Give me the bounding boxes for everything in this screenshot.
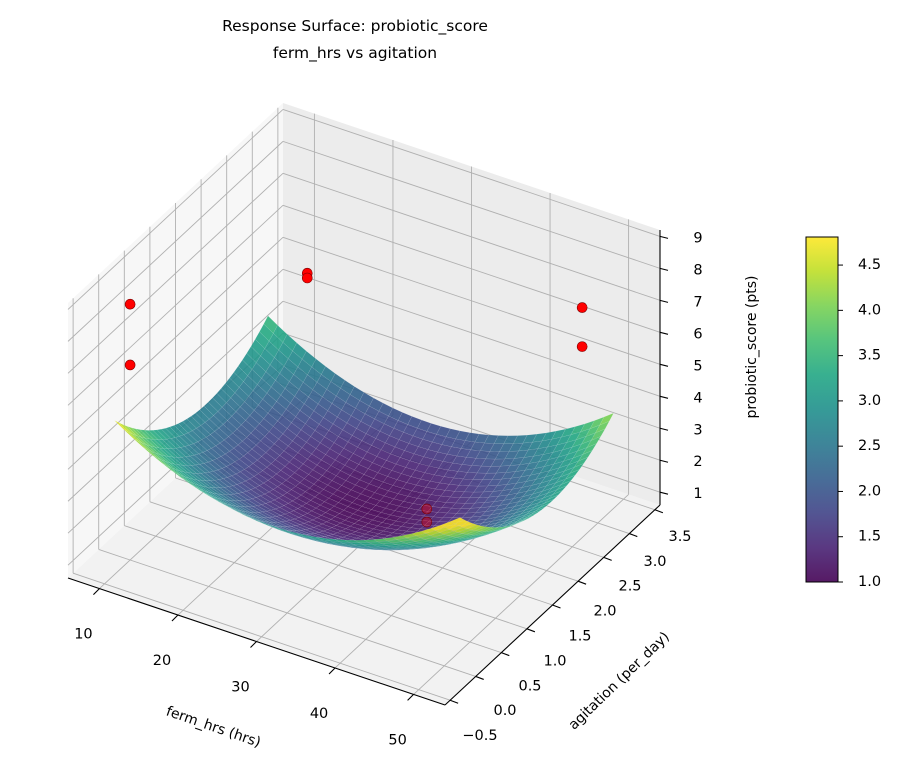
colorbar-gradient [806,237,838,582]
z-tick [660,364,668,366]
y-tick-label: −0.5 [462,728,497,744]
data-point [302,273,312,283]
y-tick [527,629,535,632]
data-point [577,342,587,352]
x-tick [172,615,178,621]
x-tick-label: 20 [153,653,171,669]
y-tick [450,700,458,703]
z-tick-label: 6 [693,326,702,342]
y-tick [604,557,612,560]
x-tick-label: 10 [74,627,92,643]
colorbar-tick-label: 1.5 [858,529,881,545]
z-tick-label: 5 [693,358,702,374]
x-tick [93,589,99,595]
y-tick-label: 3.5 [668,529,691,545]
chart-title: Response Surface: probiotic_score [222,17,488,36]
y-tick-label: 3.0 [643,554,666,570]
y-axis-label: agitation (per_day) [566,629,673,733]
y-tick-label: 2.0 [593,604,616,620]
y-tick-label: 0.5 [518,678,541,694]
colorbar-tick-label: 3.0 [858,393,881,409]
colorbar-tick-label: 3.5 [858,348,881,364]
z-tick-label: 2 [693,454,702,470]
y-tick-label: 0.0 [493,703,516,719]
data-point [422,517,432,527]
z-axis-label: probiotic_score (pts) [744,276,760,419]
chart-subtitle: ferm_hrs vs agitation [273,44,437,63]
data-point [577,303,587,313]
y-tick [501,653,509,656]
colorbar-tick-label: 2.0 [858,483,881,499]
x-tick-label: 30 [231,680,249,696]
y-tick [476,676,484,679]
data-point [125,360,135,370]
x-tick [251,642,257,648]
z-tick [660,492,668,494]
data-point [125,299,135,309]
colorbar-tick-label: 2.5 [858,438,881,454]
z-tick-label: 7 [693,294,702,310]
y-tick-label: 1.0 [543,653,566,669]
x-tick-label: 40 [310,706,328,722]
colorbar-tick-label: 1.0 [858,574,881,590]
x-tick-label: 50 [388,732,406,748]
z-tick-label: 9 [693,230,702,246]
x-axis-label: ferm_hrs (hrs) [164,704,263,751]
x-tick [408,694,414,700]
z-tick-label: 1 [693,486,702,502]
z-tick [660,268,668,270]
z-tick [660,428,668,430]
z-tick-label: 4 [693,390,702,406]
y-tick-label: 2.5 [618,579,641,595]
z-tick [660,396,668,398]
z-tick-label: 8 [693,262,702,278]
z-tick-label: 3 [693,422,702,438]
y-tick [629,534,637,537]
y-tick [655,510,663,513]
colorbar-tick-label: 4.0 [858,302,881,318]
z-tick [660,460,668,462]
data-point [422,504,432,514]
colorbar-tick-label: 4.5 [858,257,881,273]
z-tick [660,332,668,334]
colorbar: 1.0 1.5 2.0 2.5 3.0 3.5 4.0 4.5 [806,237,881,590]
x-tick [329,668,335,674]
y-tick-label: 1.5 [568,629,591,645]
y-tick [578,581,586,584]
z-tick [660,300,668,302]
z-tick [660,236,668,238]
y-tick [553,605,561,608]
